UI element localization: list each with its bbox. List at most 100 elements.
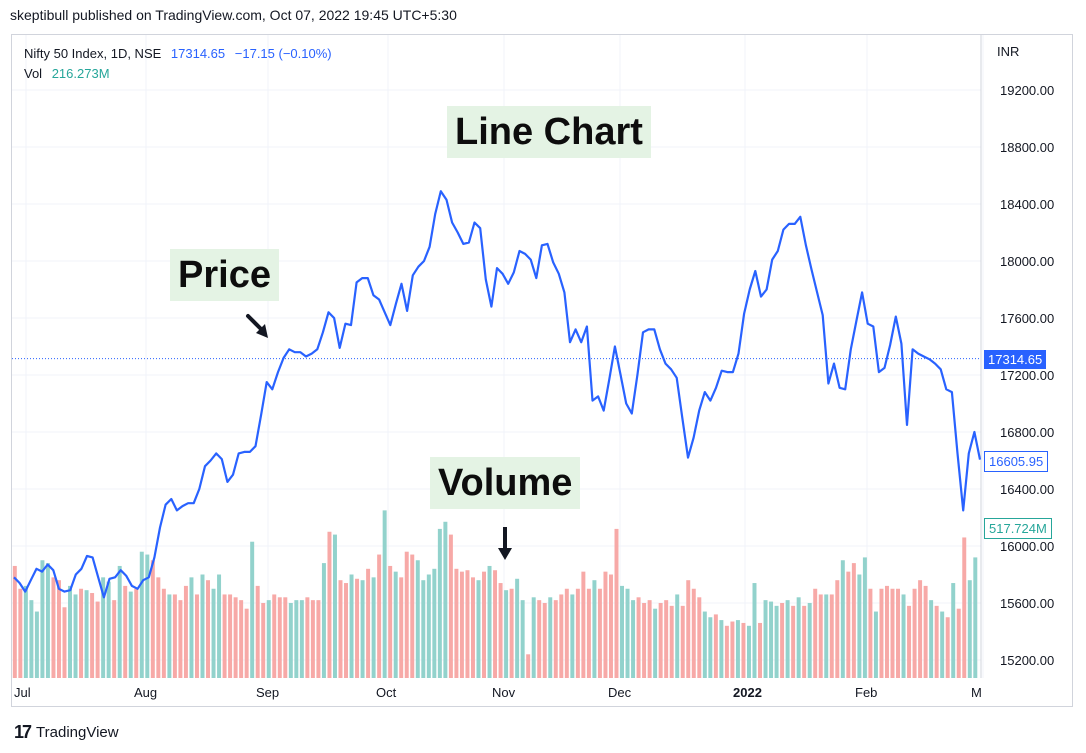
volume-bar	[542, 603, 547, 678]
volume-bar	[724, 625, 729, 678]
volume-bar	[763, 600, 768, 678]
volume-arrow-head	[498, 548, 512, 560]
volume-bar	[150, 560, 155, 678]
volume-bar	[432, 568, 437, 678]
volume-bar	[12, 565, 17, 678]
chart-legend: Nifty 50 Index, 1D, NSE 17314.65 −17.15 …	[24, 44, 332, 84]
volume-bar	[112, 600, 117, 678]
x-tick-label: Nov	[492, 685, 516, 700]
volume-bar	[476, 580, 481, 678]
last-price: 17314.65	[170, 46, 226, 61]
volume-bar	[537, 600, 542, 678]
volume-bar	[509, 588, 514, 678]
volume-bar	[437, 528, 442, 678]
y-tick-label: 17200.00	[1000, 368, 1054, 383]
volume-bar	[206, 580, 211, 678]
y-tick-label: 16000.00	[1000, 539, 1054, 554]
volume-bar	[730, 621, 735, 678]
footer: 17 TradingView	[14, 722, 119, 743]
y-tick-label: 19200.00	[1000, 83, 1054, 98]
volume-bar	[211, 588, 216, 678]
x-tick-label: Dec	[608, 685, 632, 700]
volume-bar	[769, 601, 774, 678]
volume-bar	[228, 594, 233, 678]
volume-bar	[614, 528, 619, 678]
price-axis[interactable]: 19200.00 18800.00 18400.00 18000.00 17600.00…	[1000, 83, 1054, 668]
currency-label[interactable]: INR	[997, 44, 1020, 59]
volume-bar	[813, 588, 818, 678]
volume-bar	[189, 577, 194, 678]
volume-bar	[846, 571, 851, 678]
volume-bar	[62, 607, 67, 678]
volume-bar	[918, 580, 923, 678]
volume-bar	[752, 583, 757, 678]
volume-bar	[217, 574, 222, 678]
volume-bar	[338, 580, 343, 678]
volume-bar	[675, 594, 680, 678]
volume-bar	[658, 603, 663, 678]
volume-bar	[862, 557, 867, 678]
x-tick-label: 2022	[733, 685, 762, 700]
volume-bar	[443, 521, 448, 678]
volume-bar	[907, 605, 912, 678]
volume-bar	[962, 537, 967, 678]
volume-bar	[90, 593, 95, 678]
volume-bar	[68, 585, 73, 678]
volume-bar	[686, 580, 691, 678]
volume-label[interactable]: Vol	[24, 66, 43, 81]
x-tick-label: Sep	[256, 685, 279, 700]
volume-bar	[620, 585, 625, 678]
volume-bar	[940, 611, 945, 678]
volume-bar	[277, 597, 282, 678]
volume-bar	[134, 588, 139, 678]
volume-bar	[261, 603, 266, 678]
volume-bar	[250, 541, 255, 678]
volume-bar	[183, 585, 188, 678]
volume-bar	[355, 578, 360, 678]
volume-bar	[559, 594, 564, 678]
volume-bar	[548, 597, 553, 678]
tradingview-brand[interactable]: TradingView	[36, 724, 119, 741]
volume-bar	[785, 600, 790, 678]
volume-bar	[896, 588, 901, 678]
y-tick-label: 18800.00	[1000, 140, 1054, 155]
current-price-badge: 17314.65	[984, 350, 1047, 369]
volume-bar	[327, 531, 332, 678]
tradingview-logo[interactable]: 17	[14, 722, 32, 742]
volume-bar	[454, 568, 459, 678]
volume-bar	[807, 603, 812, 678]
volume-bar	[34, 611, 39, 678]
volume-bar	[123, 585, 128, 678]
volume-bar	[713, 614, 718, 678]
volume-bar	[967, 580, 972, 678]
time-axis[interactable]: Jul Aug Sep Oct Nov Dec 2022 Feb M	[14, 685, 982, 700]
x-tick-label: Feb	[855, 685, 877, 700]
y-tick-label: 16800.00	[1000, 425, 1054, 440]
volume-bar	[835, 580, 840, 678]
volume-bar	[758, 622, 763, 678]
volume-bar	[702, 611, 707, 678]
volume-bar	[901, 594, 906, 678]
volume-bar	[653, 608, 658, 678]
volume-bar	[106, 581, 111, 678]
volume-bar	[708, 617, 713, 678]
volume-bar	[366, 568, 371, 678]
volume-bar	[879, 588, 884, 678]
volume-bar	[222, 594, 227, 678]
volume-bar	[515, 578, 520, 678]
volume-bar	[40, 560, 45, 678]
cursor-price-badge: 16605.95	[984, 451, 1049, 472]
volume-bar	[890, 588, 895, 678]
volume-badge: 517.724M	[984, 518, 1052, 539]
y-tick-label: 18000.00	[1000, 254, 1054, 269]
symbol-label[interactable]: Nifty 50 Index, 1D, NSE	[24, 46, 162, 61]
volume-bar	[310, 600, 315, 678]
volume-bar	[824, 594, 829, 678]
volume-bar	[139, 551, 144, 678]
y-tick-label: 18400.00	[1000, 197, 1054, 212]
volume-bar	[564, 588, 569, 678]
volume-bar	[840, 560, 845, 678]
volume-bar	[377, 554, 382, 678]
volume-bar	[597, 588, 602, 678]
